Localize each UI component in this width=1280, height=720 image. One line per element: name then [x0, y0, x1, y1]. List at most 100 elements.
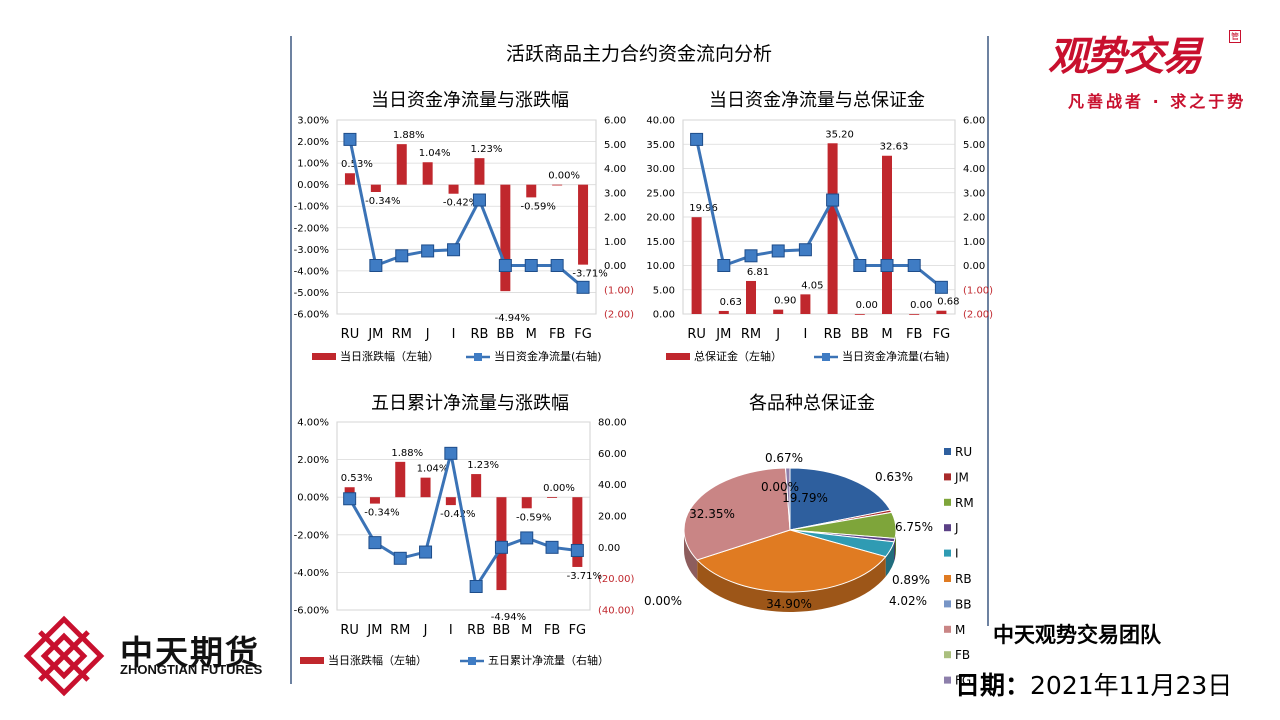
- bar: [547, 497, 558, 498]
- line-marker: [472, 193, 486, 207]
- x-category-label: I: [449, 623, 453, 638]
- line-marker: [419, 545, 433, 559]
- y-left-tick: 5.00: [653, 285, 675, 296]
- x-category-label: I: [803, 327, 807, 342]
- legend-swatch: [944, 473, 951, 481]
- legend-swatch: [944, 600, 951, 608]
- bar-data-label: -0.34%: [365, 196, 400, 207]
- bar: [773, 309, 784, 314]
- bar-data-label: 0.68: [937, 297, 959, 308]
- date-value: 2021年11月23日: [1030, 671, 1233, 700]
- legend-label: J: [954, 521, 959, 535]
- x-category-label: J: [425, 327, 430, 342]
- bar: [471, 474, 482, 498]
- x-category-label: FG: [574, 327, 592, 342]
- y-right-tick: 3.00: [604, 188, 626, 199]
- bar: [395, 461, 406, 498]
- bar: [526, 184, 537, 198]
- y-right-tick: 5.00: [604, 140, 626, 151]
- bar: [420, 477, 431, 498]
- bar-data-label: -3.71%: [572, 269, 607, 280]
- bar: [718, 310, 729, 314]
- bar-data-label: 1.04%: [419, 148, 451, 159]
- bar-data-label: -0.42%: [443, 198, 478, 209]
- line-marker: [690, 132, 704, 146]
- bar: [344, 487, 355, 498]
- pie-data-label: 34.90%: [766, 597, 812, 611]
- plot-area: [336, 119, 597, 315]
- y-right-tick: 5.00: [963, 140, 985, 151]
- y-right-tick: 2.00: [963, 213, 985, 224]
- bar-data-label: 1.23%: [467, 460, 499, 471]
- legend-line-label: 当日资金净流量(右轴): [494, 349, 602, 363]
- bar: [572, 497, 583, 567]
- pie-data-label: 0.00%: [644, 594, 682, 608]
- x-category-label: M: [526, 327, 537, 342]
- bar: [936, 310, 947, 314]
- bar-data-label: -0.59%: [516, 512, 551, 523]
- legend-bar-label: 当日涨跌幅（左轴）: [340, 349, 439, 363]
- y-right-tick: 60.00: [598, 449, 627, 460]
- legend-bar-swatch: [666, 353, 690, 360]
- pie-slice-side: [885, 541, 895, 577]
- y-left-tick: 0.00: [653, 310, 675, 321]
- line-marker: [570, 543, 584, 557]
- line-marker: [343, 132, 357, 146]
- bar-data-label: 1.88%: [391, 448, 423, 459]
- y-left-tick: -4.00%: [294, 568, 329, 579]
- bar-data-label: 6.81: [747, 267, 769, 278]
- pie-data-label: 0.89%: [892, 573, 930, 587]
- line-marker: [369, 259, 383, 272]
- legend-label: RM: [955, 496, 974, 510]
- x-category-label: RU: [340, 623, 359, 638]
- line-marker: [524, 259, 538, 272]
- bar-data-label: 4.05: [801, 280, 823, 291]
- legend-line-label: 当日资金净流量(右轴): [842, 349, 950, 363]
- chart-5day-flow-vs-change: 五日累计净流量与涨跌幅 4.00% 2.00% 0.00% -2.00% -4.00% -6…: [294, 393, 635, 667]
- legend-swatch: [944, 498, 951, 506]
- bar-data-label: -4.94%: [491, 612, 526, 623]
- legend-label: RB: [955, 572, 972, 586]
- legend-label: BB: [955, 597, 971, 611]
- y-left-tick: 2.00%: [297, 137, 329, 148]
- pie-data-label: 0.63%: [875, 470, 913, 484]
- y-left-tick: 0.00%: [297, 180, 329, 191]
- line-series: [348, 139, 585, 289]
- y-left-tick: 2.00%: [297, 455, 329, 466]
- line-marker: [717, 259, 731, 272]
- bar-data-label: 1.88%: [393, 130, 425, 141]
- line-marker: [771, 244, 785, 258]
- bar: [578, 184, 589, 265]
- bar-data-label: 0.63: [720, 297, 742, 308]
- legend-line-label: 五日累计净流量（右轴）: [488, 653, 609, 667]
- bar: [396, 144, 407, 185]
- y-left-tick: 20.00: [646, 213, 675, 224]
- line-marker: [494, 540, 508, 554]
- y-left-tick: -3.00%: [294, 245, 329, 256]
- x-category-label: BB: [496, 327, 514, 342]
- bar: [909, 314, 920, 315]
- bar: [500, 184, 511, 292]
- legend-label: RU: [955, 445, 972, 459]
- bar: [474, 158, 485, 185]
- line-marker: [444, 446, 458, 460]
- y-left-tick: -6.00%: [294, 310, 329, 321]
- guanshi-logo: 观势交易: [1048, 33, 1202, 80]
- x-category-label: FG: [933, 327, 951, 342]
- line-marker: [853, 259, 867, 272]
- y-left-tick: 3.00%: [297, 116, 329, 127]
- x-category-label: JM: [715, 327, 731, 342]
- y-left-tick: -1.00%: [294, 202, 329, 213]
- pie-data-label: 4.02%: [889, 594, 927, 608]
- pie-data-label: 6.75%: [895, 520, 933, 534]
- bar: [369, 497, 380, 504]
- y-right-tick: 3.00: [963, 188, 985, 199]
- logo-slogan: 凡善战者 · 求之于势: [1068, 92, 1247, 111]
- legend-swatch: [944, 651, 951, 659]
- date-label: 日期：: [955, 671, 1031, 700]
- bar-data-label: 35.20: [825, 129, 854, 140]
- legend-label: M: [955, 623, 965, 637]
- y-right-tick: 1.00: [604, 237, 626, 248]
- bar-data-label: 0.00: [856, 300, 878, 311]
- bar: [854, 314, 865, 315]
